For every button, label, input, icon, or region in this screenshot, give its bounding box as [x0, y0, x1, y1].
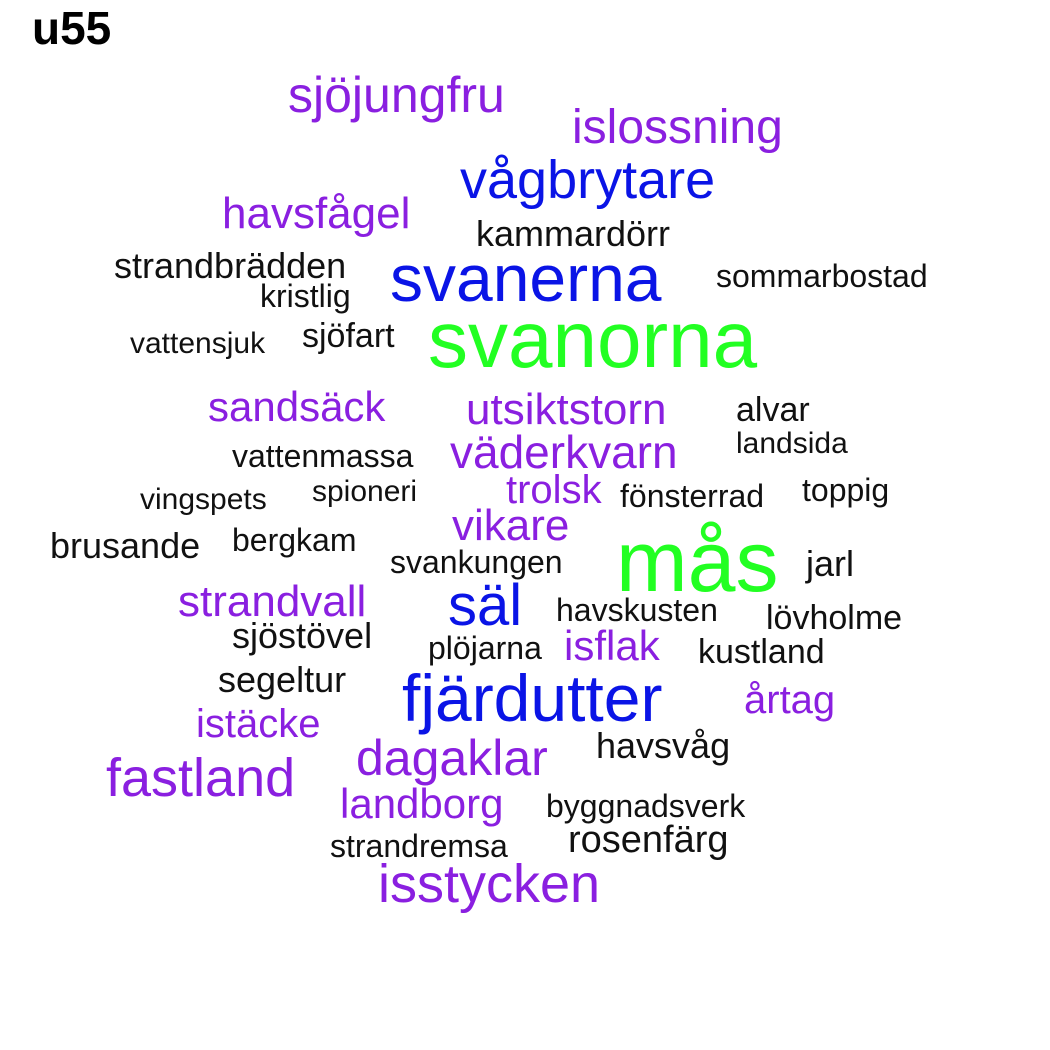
word-jarl: jarl — [806, 543, 855, 584]
word-alvar: alvar — [736, 391, 810, 429]
word-strandremsa: strandremsa — [330, 828, 508, 864]
word-islossning: islossning — [572, 101, 783, 154]
word-vaderkvarn: väderkvarn — [450, 426, 678, 478]
word-kustland: kustland — [698, 633, 825, 671]
word-havsvag: havsvåg — [596, 725, 731, 766]
word-kristlig: kristlig — [260, 278, 351, 314]
word-vattenmassa: vattenmassa — [232, 438, 414, 474]
word-istacke: istäcke — [196, 702, 321, 746]
word-vattensjuk: vattensjuk — [130, 327, 266, 360]
word-mas: mås — [616, 514, 779, 610]
word-havsfagel: havsfågel — [222, 189, 411, 238]
word-svanerna: svanerna — [390, 241, 662, 315]
word-plojarna: plöjarna — [428, 630, 542, 666]
word-isstycken: isstycken — [378, 854, 601, 914]
word-sandsack: sandsäck — [208, 383, 386, 430]
word-spioneri: spioneri — [312, 475, 418, 508]
word-rosenfarg: rosenfärg — [568, 819, 729, 861]
word-bergkam: bergkam — [232, 522, 357, 558]
word-vikare: vikare — [452, 501, 570, 550]
word-landsida: landsida — [736, 427, 848, 460]
word-sjostovel: sjöstövel — [232, 615, 373, 656]
word-havskusten: havskusten — [556, 592, 718, 628]
word-kammardorr: kammardörr — [476, 213, 671, 254]
word-isflak: isflak — [564, 622, 660, 669]
word-dagaklar: dagaklar — [356, 730, 548, 786]
word-lovholme: lövholme — [766, 599, 903, 637]
word-svankungen: svankungen — [390, 544, 563, 580]
word-sjojungfru: sjöjungfru — [288, 67, 505, 123]
word-brusande: brusande — [50, 525, 201, 566]
word-fjardutter: fjärdutter — [402, 661, 663, 735]
word-fonsterrad: fönsterrad — [620, 478, 765, 514]
word-fastland: fastland — [106, 748, 296, 808]
word-byggnadsverk: byggnadsverk — [546, 788, 746, 824]
word-vagbrytare: vågbrytare — [460, 150, 716, 210]
word-svanorna: svanorna — [428, 295, 758, 384]
word-sommarbostad: sommarbostad — [716, 258, 928, 294]
word-toppig: toppig — [802, 472, 890, 508]
word-sal: säl — [448, 573, 523, 638]
word-artag: årtag — [744, 678, 836, 722]
cloud-title: u55 — [32, 2, 112, 54]
word-strandvall: strandvall — [178, 577, 367, 626]
word-vingspets: vingspets — [140, 483, 267, 516]
word-segeltur: segeltur — [218, 659, 347, 700]
word-landborg: landborg — [340, 780, 504, 827]
word-sjofart: sjöfart — [302, 317, 395, 355]
word-utsiktstorn: utsiktstorn — [466, 385, 667, 434]
word-trolsk: trolsk — [506, 468, 602, 512]
word-strandbradden: strandbrädden — [114, 245, 347, 286]
